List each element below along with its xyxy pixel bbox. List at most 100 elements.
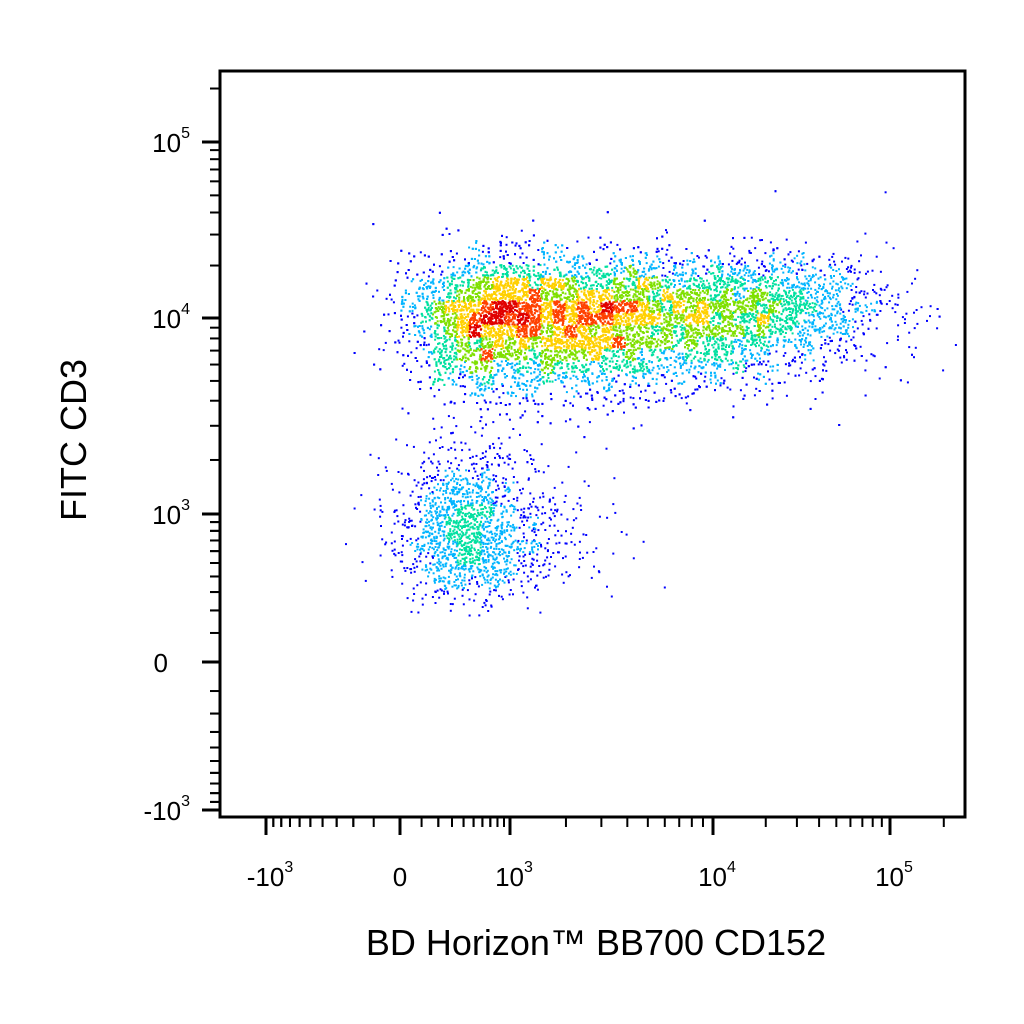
data-point [621, 281, 624, 284]
data-point [542, 292, 545, 294]
data-point [632, 305, 635, 308]
data-point [488, 341, 491, 344]
data-point [645, 322, 648, 325]
data-point [628, 333, 631, 336]
data-point [577, 392, 580, 395]
data-point [593, 266, 596, 269]
data-point [558, 362, 561, 365]
data-point [601, 379, 604, 382]
data-point [483, 322, 486, 325]
data-point [730, 350, 733, 353]
data-point [433, 370, 436, 373]
data-point [584, 327, 587, 330]
data-point [528, 276, 531, 279]
data-point [666, 248, 669, 251]
data-point [468, 246, 471, 249]
data-point [672, 291, 675, 294]
data-point [653, 292, 656, 295]
data-point [592, 342, 595, 345]
data-point [578, 317, 581, 320]
data-point [410, 280, 413, 283]
data-point [446, 313, 448, 316]
data-point [461, 324, 463, 327]
data-point [435, 346, 438, 349]
data-point [558, 346, 561, 348]
data-point [450, 283, 453, 286]
data-point [490, 369, 492, 372]
data-point [722, 283, 725, 286]
data-point [657, 250, 660, 253]
data-point [588, 344, 591, 347]
data-point [628, 279, 631, 282]
data-point [564, 420, 567, 423]
data-point [466, 265, 469, 268]
data-point [581, 323, 584, 326]
data-point [487, 351, 490, 354]
data-point [378, 348, 381, 351]
data-point [681, 324, 684, 327]
data-point [595, 342, 598, 345]
data-point [487, 274, 490, 277]
data-point [677, 312, 680, 315]
data-point [563, 325, 566, 328]
data-point [702, 280, 705, 282]
data-point [654, 304, 657, 307]
data-point [432, 349, 435, 352]
data-point [692, 289, 695, 291]
data-point [482, 294, 485, 297]
data-point [624, 312, 627, 315]
data-point [582, 264, 584, 267]
data-point [623, 411, 625, 414]
data-point [578, 369, 581, 372]
data-point [678, 294, 681, 297]
data-point [427, 306, 430, 309]
data-point [482, 345, 484, 348]
data-point [446, 280, 449, 283]
data-point [680, 279, 683, 282]
data-point [438, 388, 441, 391]
data-point [589, 332, 592, 335]
data-point [844, 282, 847, 285]
data-point [520, 317, 523, 320]
data-point [449, 372, 452, 375]
data-point [636, 369, 639, 372]
data-point [576, 329, 579, 332]
data-point [480, 393, 483, 396]
data-point [499, 327, 502, 329]
data-point [776, 341, 779, 344]
data-point [566, 345, 569, 348]
data-point [715, 325, 718, 327]
data-point [387, 313, 390, 316]
data-point [486, 326, 489, 329]
data-point [544, 337, 547, 340]
data-point [515, 304, 518, 307]
data-point [684, 296, 687, 299]
data-point [631, 375, 634, 378]
data-point [549, 314, 552, 317]
data-point [656, 317, 659, 320]
data-point [652, 353, 655, 356]
data-point [584, 354, 587, 357]
data-point [553, 300, 556, 303]
data-point [461, 321, 464, 324]
data-point [450, 316, 453, 319]
data-point [569, 325, 572, 328]
data-point [479, 287, 482, 290]
data-point [651, 369, 654, 372]
data-point [586, 317, 589, 320]
data-point [555, 321, 558, 324]
data-point [505, 286, 508, 289]
data-point [645, 338, 648, 341]
data-point [548, 284, 551, 287]
data-point [720, 311, 723, 313]
data-point [554, 379, 557, 381]
data-point [474, 360, 477, 363]
data-point [498, 324, 500, 327]
data-point [427, 343, 430, 346]
data-point [685, 402, 688, 405]
data-point [551, 300, 554, 303]
data-point [505, 303, 507, 306]
data-point [730, 330, 733, 333]
data-point [401, 364, 404, 367]
